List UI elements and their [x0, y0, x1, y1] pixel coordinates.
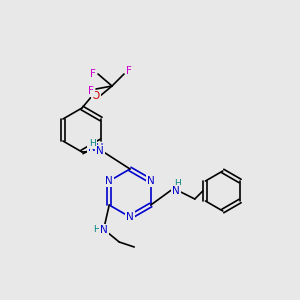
Text: F: F [126, 66, 132, 76]
Text: N: N [96, 146, 104, 156]
Text: N: N [126, 212, 134, 222]
Text: N: N [147, 176, 155, 186]
Text: N: N [100, 225, 108, 235]
Text: N: N [172, 186, 180, 196]
Text: H: H [93, 226, 100, 235]
Text: H: H [90, 140, 96, 148]
Text: N: N [105, 176, 113, 186]
Text: F: F [90, 69, 96, 79]
Text: NH: NH [88, 143, 104, 153]
Text: O: O [92, 91, 100, 101]
Text: H: H [174, 179, 181, 188]
Text: F: F [88, 86, 94, 96]
